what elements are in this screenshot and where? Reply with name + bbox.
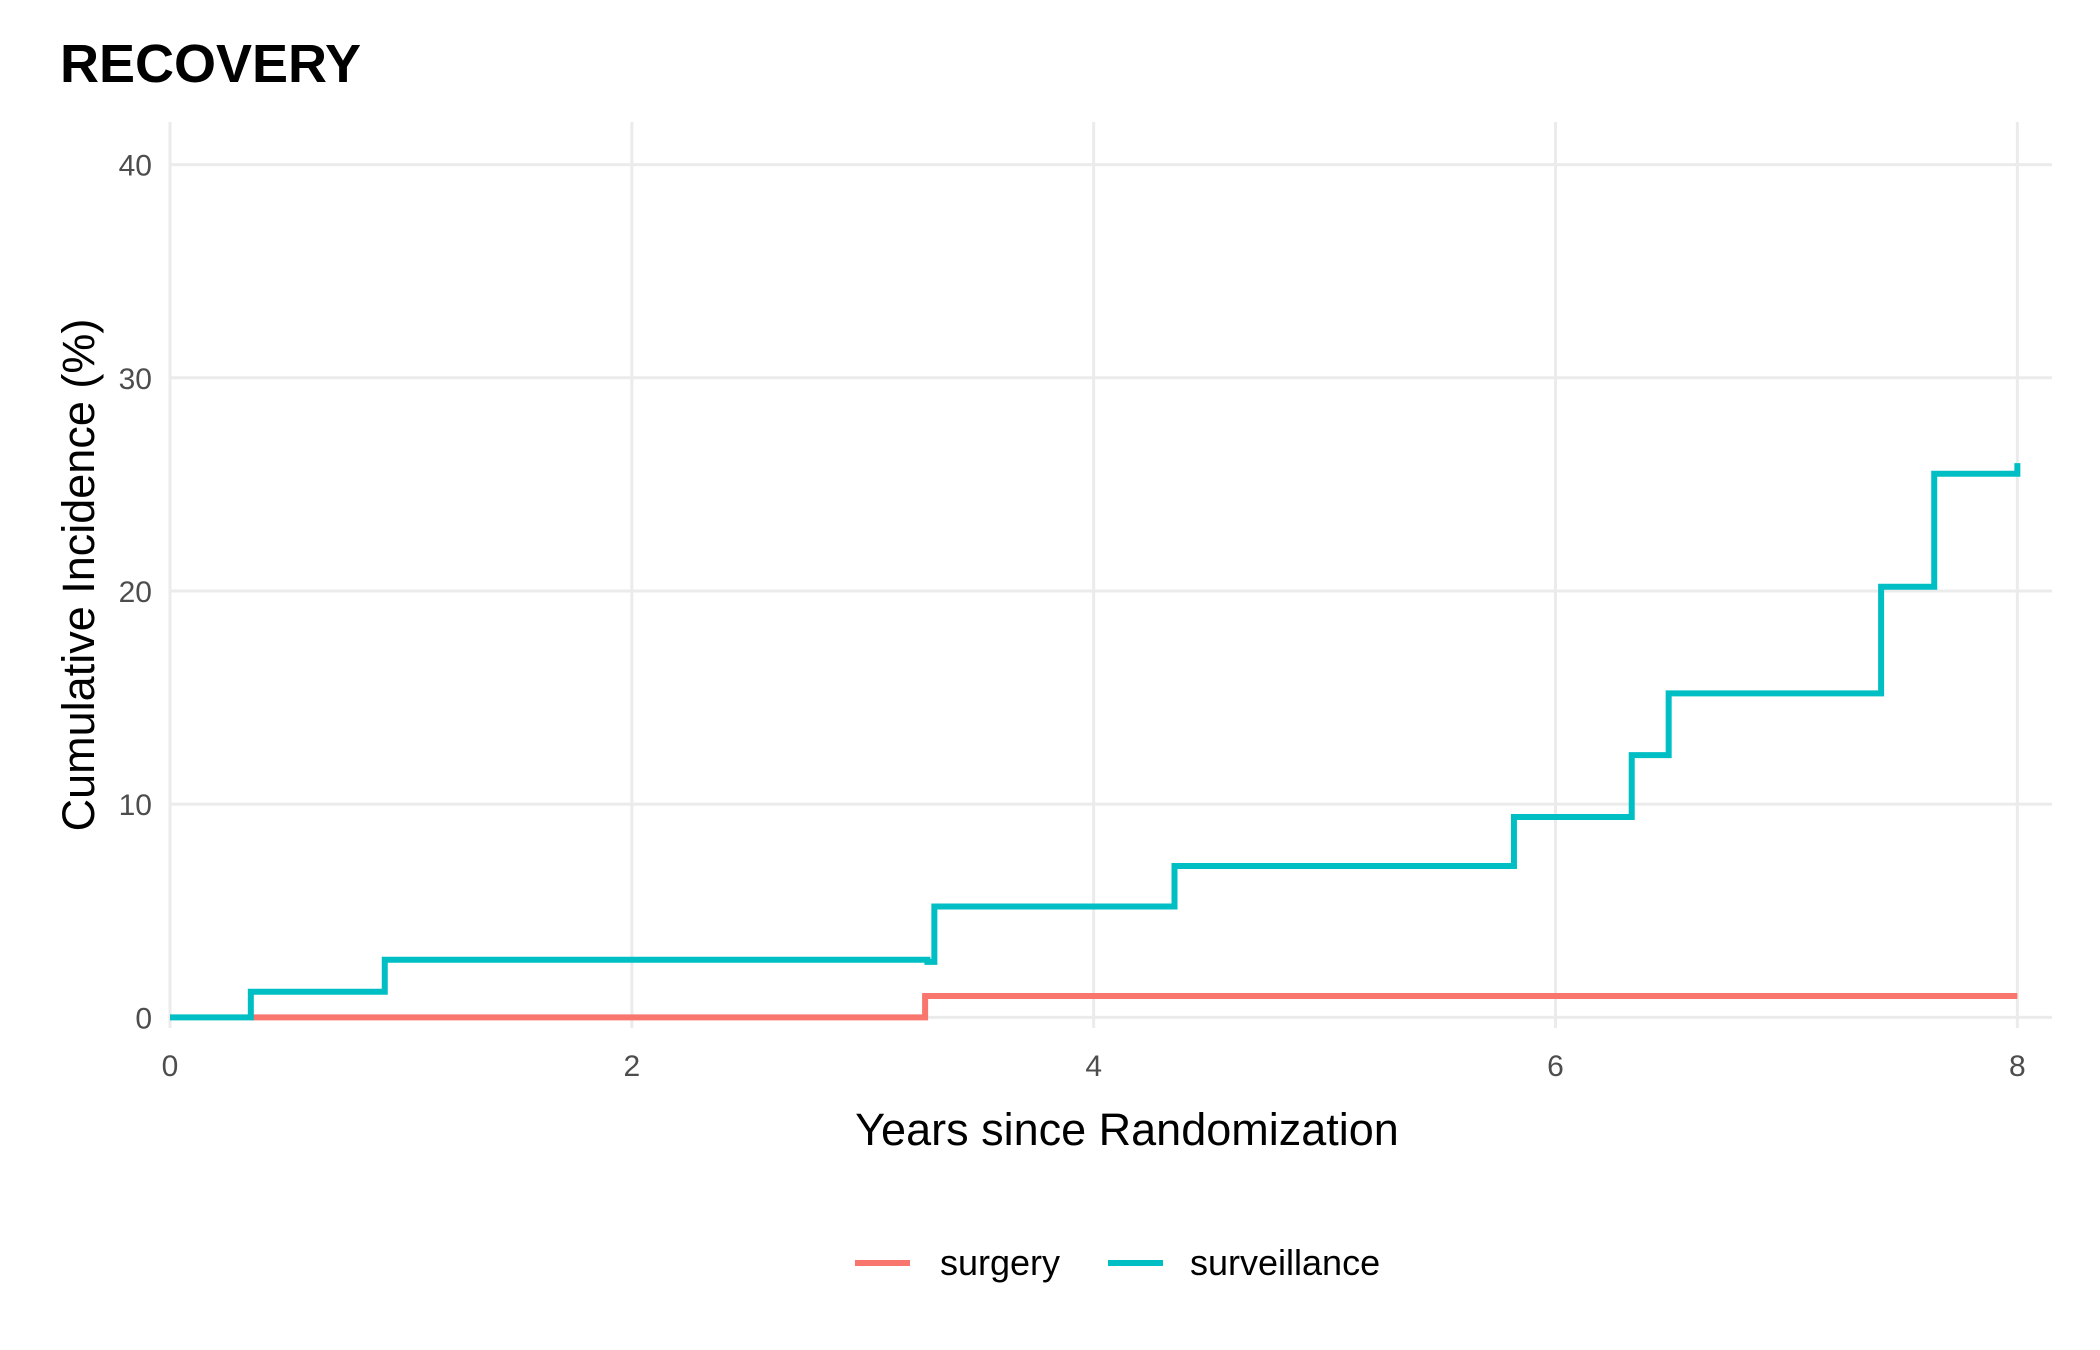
x-tick-label: 4 (1085, 1050, 1102, 1083)
y-tick-label: 0 (135, 1002, 152, 1035)
legend-item-surveillance: surveillance (1108, 1242, 1380, 1283)
y-axis-title: Cumulative Incidence (%) (53, 319, 104, 832)
legend-label-surgery: surgery (940, 1242, 1060, 1283)
legend: surgery surveillance (855, 1242, 1380, 1283)
x-tick-label: 2 (623, 1050, 640, 1083)
x-tick-label: 8 (2009, 1050, 2026, 1083)
grid-layer (168, 122, 2052, 1028)
chart-title: RECOVERY (60, 34, 361, 94)
series-line-surveillance (170, 463, 2021, 1021)
x-axis-title: Years since Randomization (855, 1104, 1399, 1155)
y-tick-label: 40 (119, 150, 152, 183)
y-tick-label: 20 (119, 576, 152, 609)
x-tick-label: 6 (1547, 1050, 1564, 1083)
y-tick-label: 30 (119, 363, 152, 396)
legend-label-surveillance: surveillance (1190, 1242, 1380, 1283)
series-line-surgery (250, 993, 2018, 1021)
legend-item-surgery: surgery (855, 1242, 1060, 1283)
x-tick-label: 0 (162, 1050, 179, 1083)
series-layer (170, 463, 2021, 1021)
y-tick-label: 10 (119, 789, 152, 822)
tick-label-layer: 0 2 4 6 8 0 10 20 30 40 (119, 150, 2026, 1083)
